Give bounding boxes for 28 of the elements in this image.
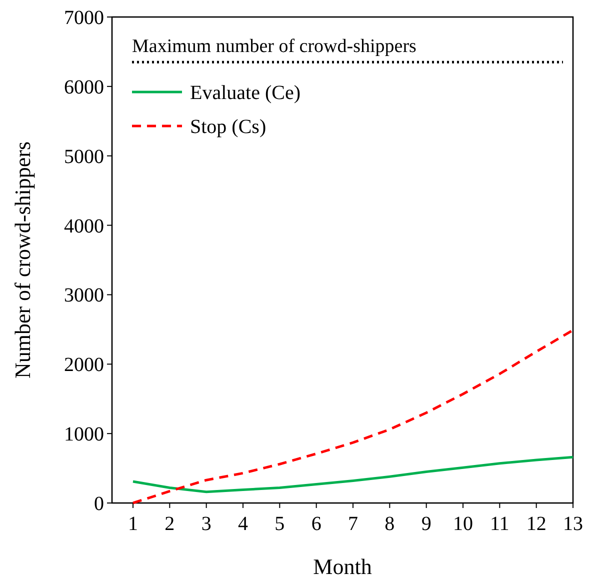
x-tick-label: 3 [201,513,212,535]
y-tick-label: 1000 [64,424,104,446]
x-tick-label: 12 [526,513,546,535]
x-tick-label: 10 [453,513,473,535]
x-tick-label: 11 [490,513,510,535]
x-tick-label: 7 [348,513,358,535]
legend-label: Evaluate (Ce) [190,82,300,104]
y-tick-label: 2000 [64,354,104,376]
line-series [132,456,574,494]
x-tick-label: 1 [128,513,138,535]
x-tick-label: 5 [274,513,285,535]
x-tick-label: 9 [421,513,432,535]
y-tick-label: 5000 [64,146,104,168]
x-tick-label: 6 [311,513,322,535]
x-tick-label: 8 [384,513,395,535]
ref-line-label: Maximum number of crowd-shippers [132,36,416,58]
x-tick-label: 4 [238,513,248,535]
x-tick-label: 2 [164,513,175,535]
legend-label: Stop (Cs) [190,116,266,138]
x-tick-label: 13 [563,513,583,535]
y-tick-label: 3000 [64,284,104,307]
y-tick-label: 4000 [64,215,104,238]
line-series [132,328,574,504]
y-tick-label: 6000 [64,76,104,98]
x-axis-title: Month [313,554,372,579]
y-tick-label: 0 [94,493,104,515]
y-tick-label: 7000 [64,7,104,29]
y-axis-title: Number of crowd-shippers [10,141,35,379]
